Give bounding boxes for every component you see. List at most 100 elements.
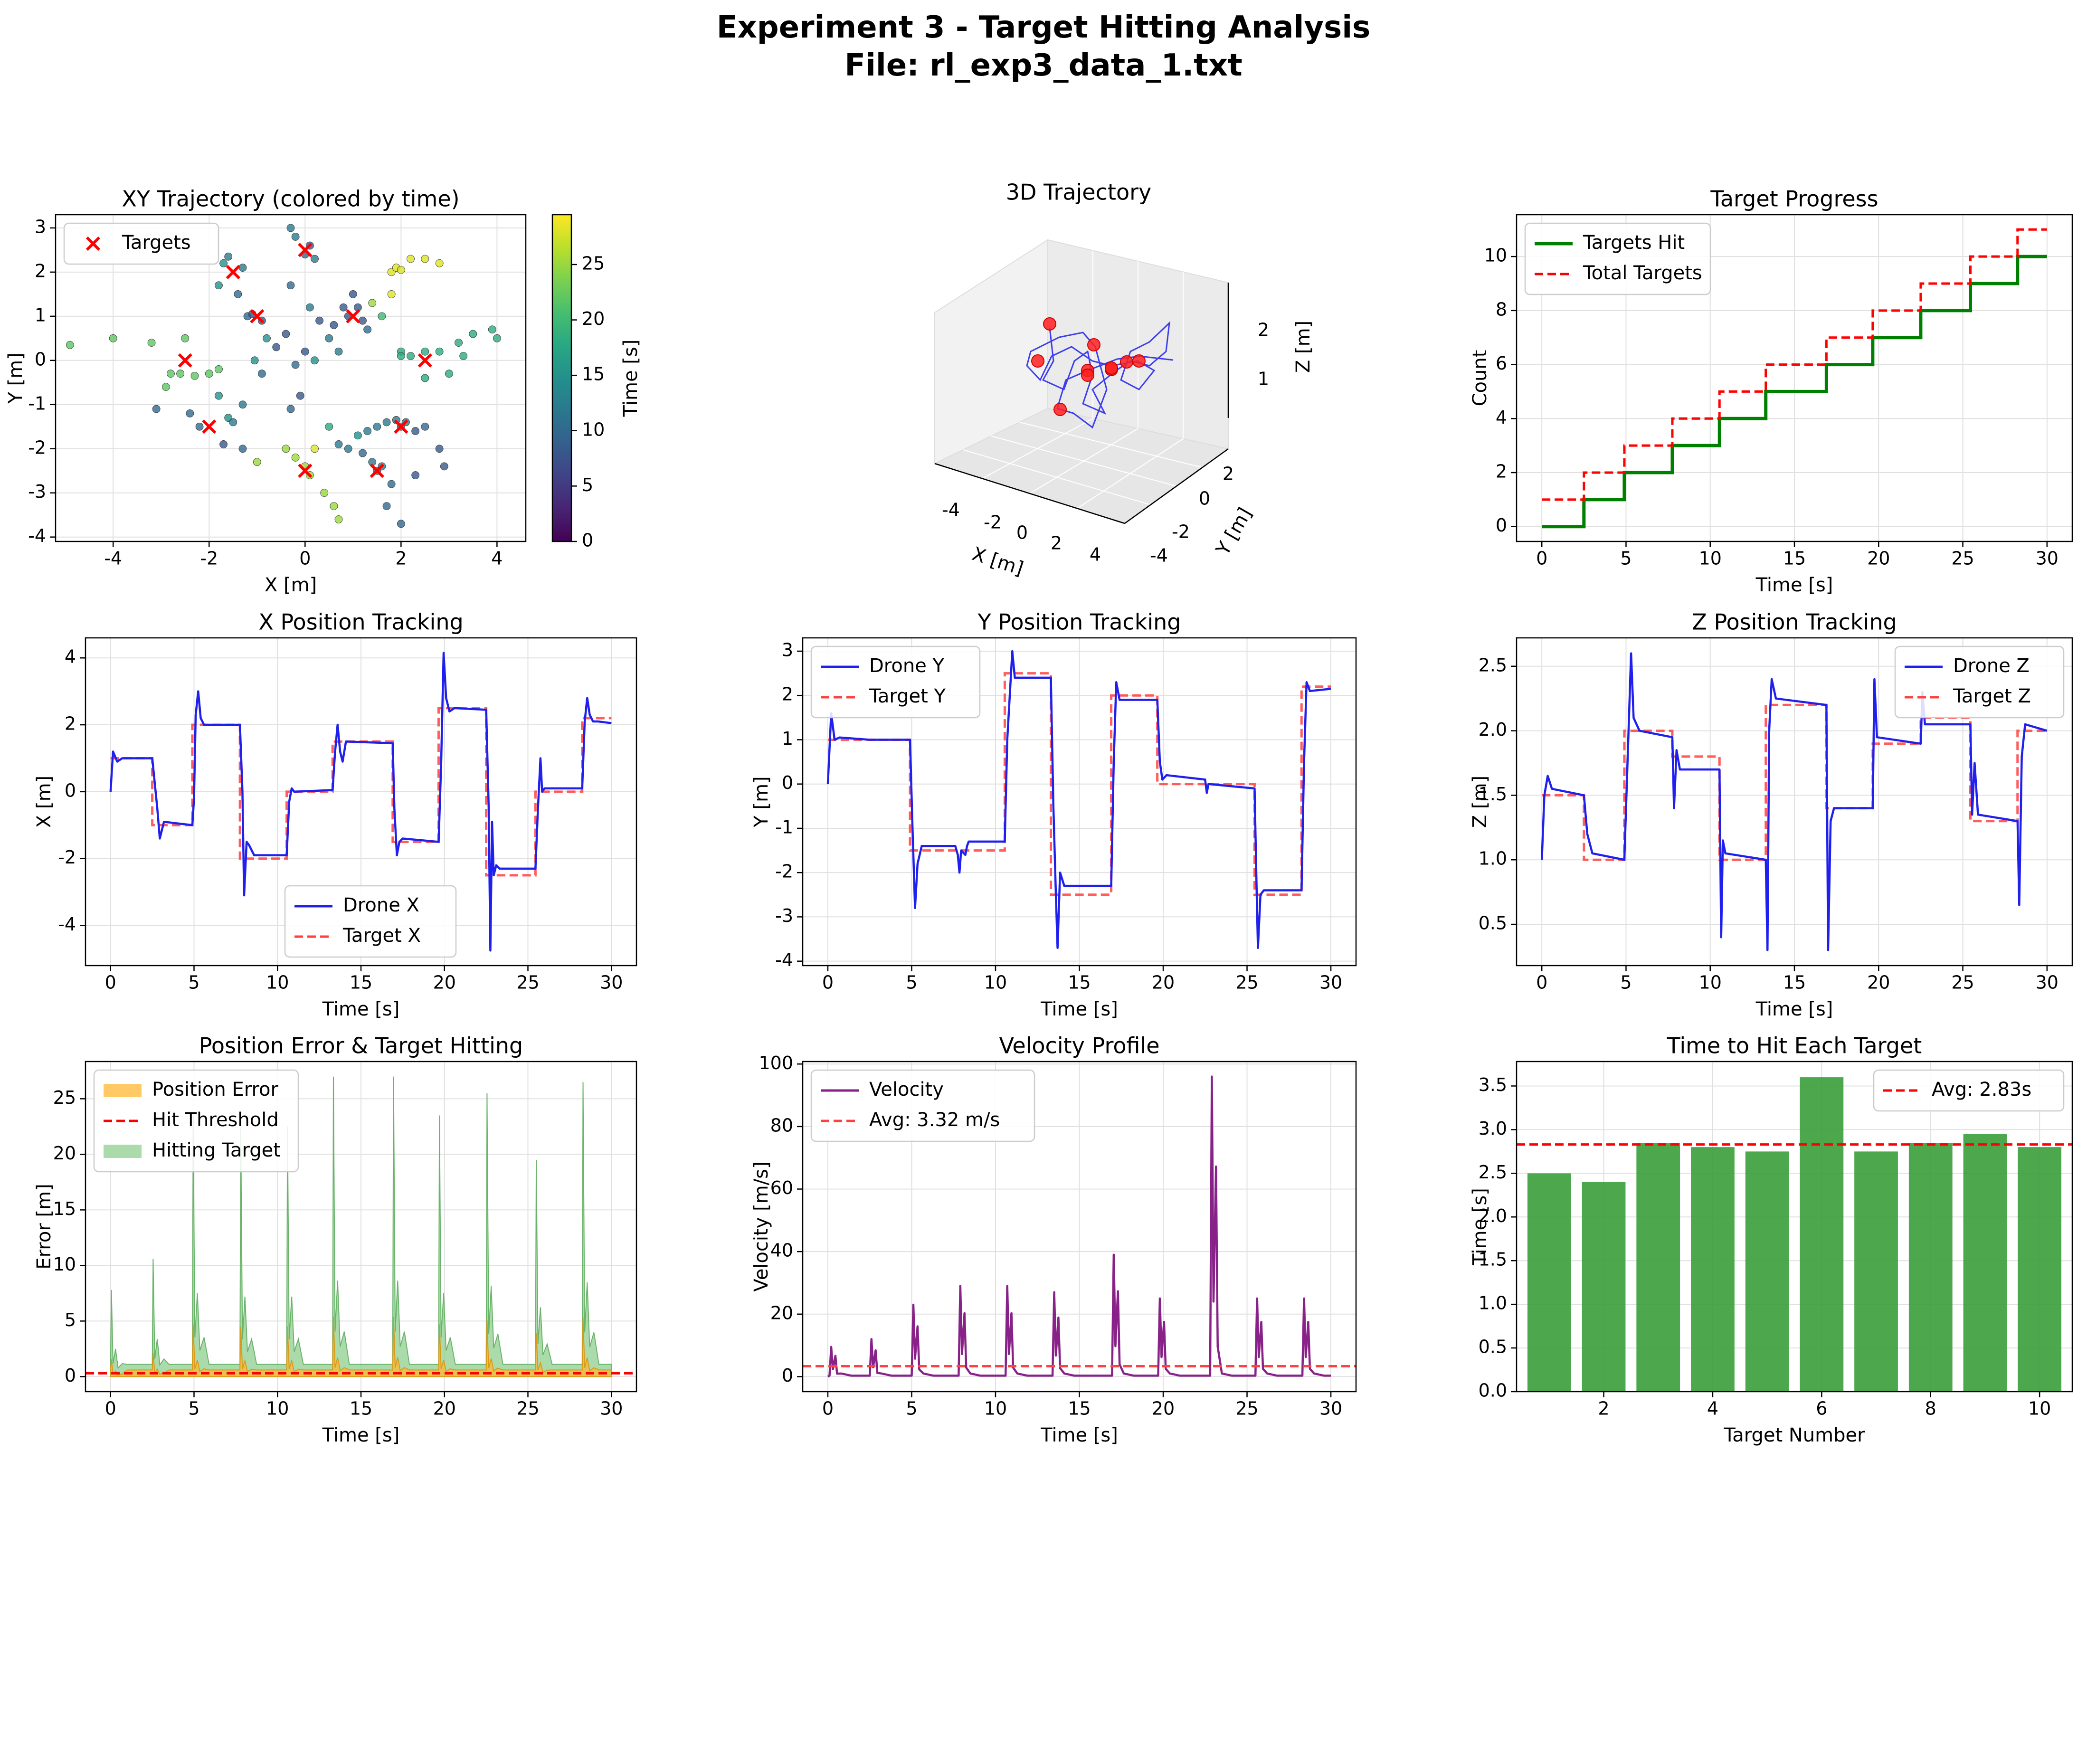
velocity-xtick-label: 10 bbox=[984, 1398, 1007, 1419]
xy-trajectory-point bbox=[215, 281, 223, 290]
xy-trajectory-point bbox=[301, 347, 309, 356]
velocity-legend-label: Avg: 3.32 m/s bbox=[869, 1109, 1000, 1131]
xy-trajectory-point bbox=[344, 445, 352, 453]
xy-trajectory-point bbox=[234, 290, 242, 298]
progress-axes: 0 5 10 15 20 25 30 0 2 4 6 8 10 Target Progress Time [… bbox=[1469, 186, 2072, 596]
xpos-xtick-label: 25 bbox=[516, 972, 539, 993]
xpos-xtick-label: 0 bbox=[105, 972, 116, 993]
zpos-ytick-label: 0.5 bbox=[1479, 913, 1507, 934]
zpos-ytick-label: 1.0 bbox=[1479, 848, 1507, 869]
xy-trajectory-point bbox=[469, 330, 477, 338]
figure-title-line1: Experiment 3 - Target Hitting Analysis bbox=[716, 10, 1371, 45]
xy-trajectory-point bbox=[325, 422, 333, 431]
xy-trajectory-point bbox=[219, 259, 228, 267]
xy-title: XY Trajectory (colored by time) bbox=[122, 186, 459, 212]
xy-colorbar-tick-label: 5 bbox=[582, 474, 593, 495]
xy-trajectory-point bbox=[435, 347, 444, 356]
ypos-ytick-label: 3 bbox=[782, 639, 793, 660]
xy-ytick-label: 1 bbox=[35, 304, 46, 325]
traj3d-target-marker bbox=[1031, 354, 1044, 368]
ypos-series-target bbox=[827, 672, 1331, 896]
zpos-axes: 0 5 10 15 20 25 30 0.5 1.0 1.5 2.0 2.5 Z Position Tr… bbox=[1469, 609, 2072, 1020]
xy-frame bbox=[55, 214, 527, 542]
xy-trajectory-point bbox=[387, 290, 396, 298]
ypos-xtick-label: 20 bbox=[1152, 972, 1175, 993]
zpos-ytick-label: 2.0 bbox=[1479, 719, 1507, 740]
xy-ytick-label: -3 bbox=[28, 481, 46, 502]
traj3d-gridline bbox=[1029, 428, 1138, 494]
velocity-ytick-label: 60 bbox=[770, 1177, 793, 1198]
hittime-ytick-label: 2.5 bbox=[1479, 1162, 1507, 1183]
error-legend-swatch bbox=[104, 1145, 142, 1158]
progress-legend-label: Total Targets bbox=[1583, 262, 1702, 284]
xy-trajectory-point bbox=[397, 520, 405, 528]
zpos-legend-label: Target Z bbox=[1953, 685, 2031, 707]
zpos-title: Z Position Tracking bbox=[1692, 609, 1897, 635]
zpos-xtick-label: 10 bbox=[1699, 972, 1722, 993]
xy-trajectory-point bbox=[286, 224, 295, 232]
traj3d-xtick-label: 2 bbox=[1051, 533, 1062, 554]
xy-trajectory-point bbox=[320, 489, 329, 497]
traj3d-target-marker bbox=[1120, 355, 1133, 369]
xy-trajectory-point bbox=[411, 427, 420, 435]
velocity-ylabel: Velocity [m/s] bbox=[750, 1161, 772, 1291]
hittime-bar bbox=[1854, 1151, 1898, 1392]
ypos-xtick-label: 30 bbox=[1319, 972, 1342, 993]
hittime-bar bbox=[1691, 1147, 1735, 1392]
ypos-ylabel: Y [m] bbox=[750, 776, 772, 827]
xy-trajectory-point bbox=[253, 458, 261, 466]
velocity-series-line bbox=[827, 1075, 1331, 1378]
xy-trajectory-point bbox=[311, 445, 319, 453]
error-legend-swatch bbox=[104, 1084, 142, 1097]
xy-trajectory-point bbox=[359, 449, 367, 457]
xy-trajectory-point bbox=[349, 290, 357, 298]
xy-trajectory-point bbox=[282, 330, 290, 338]
hittime-bar bbox=[1745, 1151, 1789, 1392]
xpos-legend-box bbox=[284, 885, 457, 958]
progress-ytick-label: 10 bbox=[1484, 245, 1507, 266]
traj3d-target-marker bbox=[1087, 338, 1100, 351]
error-xtick-label: 0 bbox=[105, 1398, 116, 1419]
xy-trajectory-point bbox=[195, 422, 204, 431]
xy-trajectory-point bbox=[181, 334, 190, 342]
xy-xtick-label: -4 bbox=[104, 548, 122, 569]
error-xlabel: Time [s] bbox=[322, 1424, 400, 1446]
velocity-ytick-label: 0 bbox=[782, 1365, 793, 1386]
progress-ytick-label: 2 bbox=[1496, 461, 1507, 482]
xy-ytick-label: 3 bbox=[35, 216, 46, 237]
xy-trajectory-point bbox=[238, 264, 247, 272]
error-xtick-label: 20 bbox=[433, 1398, 456, 1419]
zpos-xtick-label: 0 bbox=[1536, 972, 1547, 993]
velocity-xtick-label: 25 bbox=[1235, 1398, 1258, 1419]
velocity-ytick-label: 80 bbox=[770, 1115, 793, 1136]
zpos-series-target bbox=[1542, 703, 2047, 861]
error-title: Position Error & Target Hitting bbox=[199, 1033, 523, 1059]
velocity-xtick-label: 5 bbox=[906, 1398, 917, 1419]
xy-trajectory-point bbox=[286, 405, 295, 413]
xy-legend: Targets bbox=[63, 222, 219, 265]
xy-trajectory-point bbox=[407, 255, 415, 263]
xy-ytick-label: -2 bbox=[28, 437, 46, 458]
xy-trajectory-point bbox=[238, 445, 247, 453]
xy-trajectory-point bbox=[315, 316, 324, 325]
xy-trajectory-point bbox=[190, 371, 199, 380]
traj3d-ytick-label: 0 bbox=[1199, 488, 1210, 509]
xy-xtick-label: -2 bbox=[200, 548, 218, 569]
xy-target-marker bbox=[298, 243, 313, 257]
xy-xtick-label: 2 bbox=[395, 548, 407, 569]
hittime-bar bbox=[1636, 1142, 1680, 1392]
xpos-xtick-label: 30 bbox=[600, 972, 623, 993]
xy-trajectory-point bbox=[455, 339, 463, 347]
xy-target-marker bbox=[394, 419, 408, 434]
xy-trajectory-point bbox=[224, 252, 233, 261]
traj3d-xtick-label: 0 bbox=[1016, 522, 1028, 543]
xy-trajectory-point bbox=[330, 502, 338, 511]
xy-trajectory-point bbox=[411, 471, 420, 479]
zpos-legend: Drone Z Target Z bbox=[1894, 645, 2065, 719]
xy-trajectory-point bbox=[250, 356, 259, 365]
error-xtick-label: 5 bbox=[188, 1398, 199, 1419]
xy-trajectory-point bbox=[296, 391, 304, 400]
xy-colorbar-tick-label: 10 bbox=[582, 419, 605, 440]
traj3d-ytick-label: 2 bbox=[1223, 464, 1234, 484]
